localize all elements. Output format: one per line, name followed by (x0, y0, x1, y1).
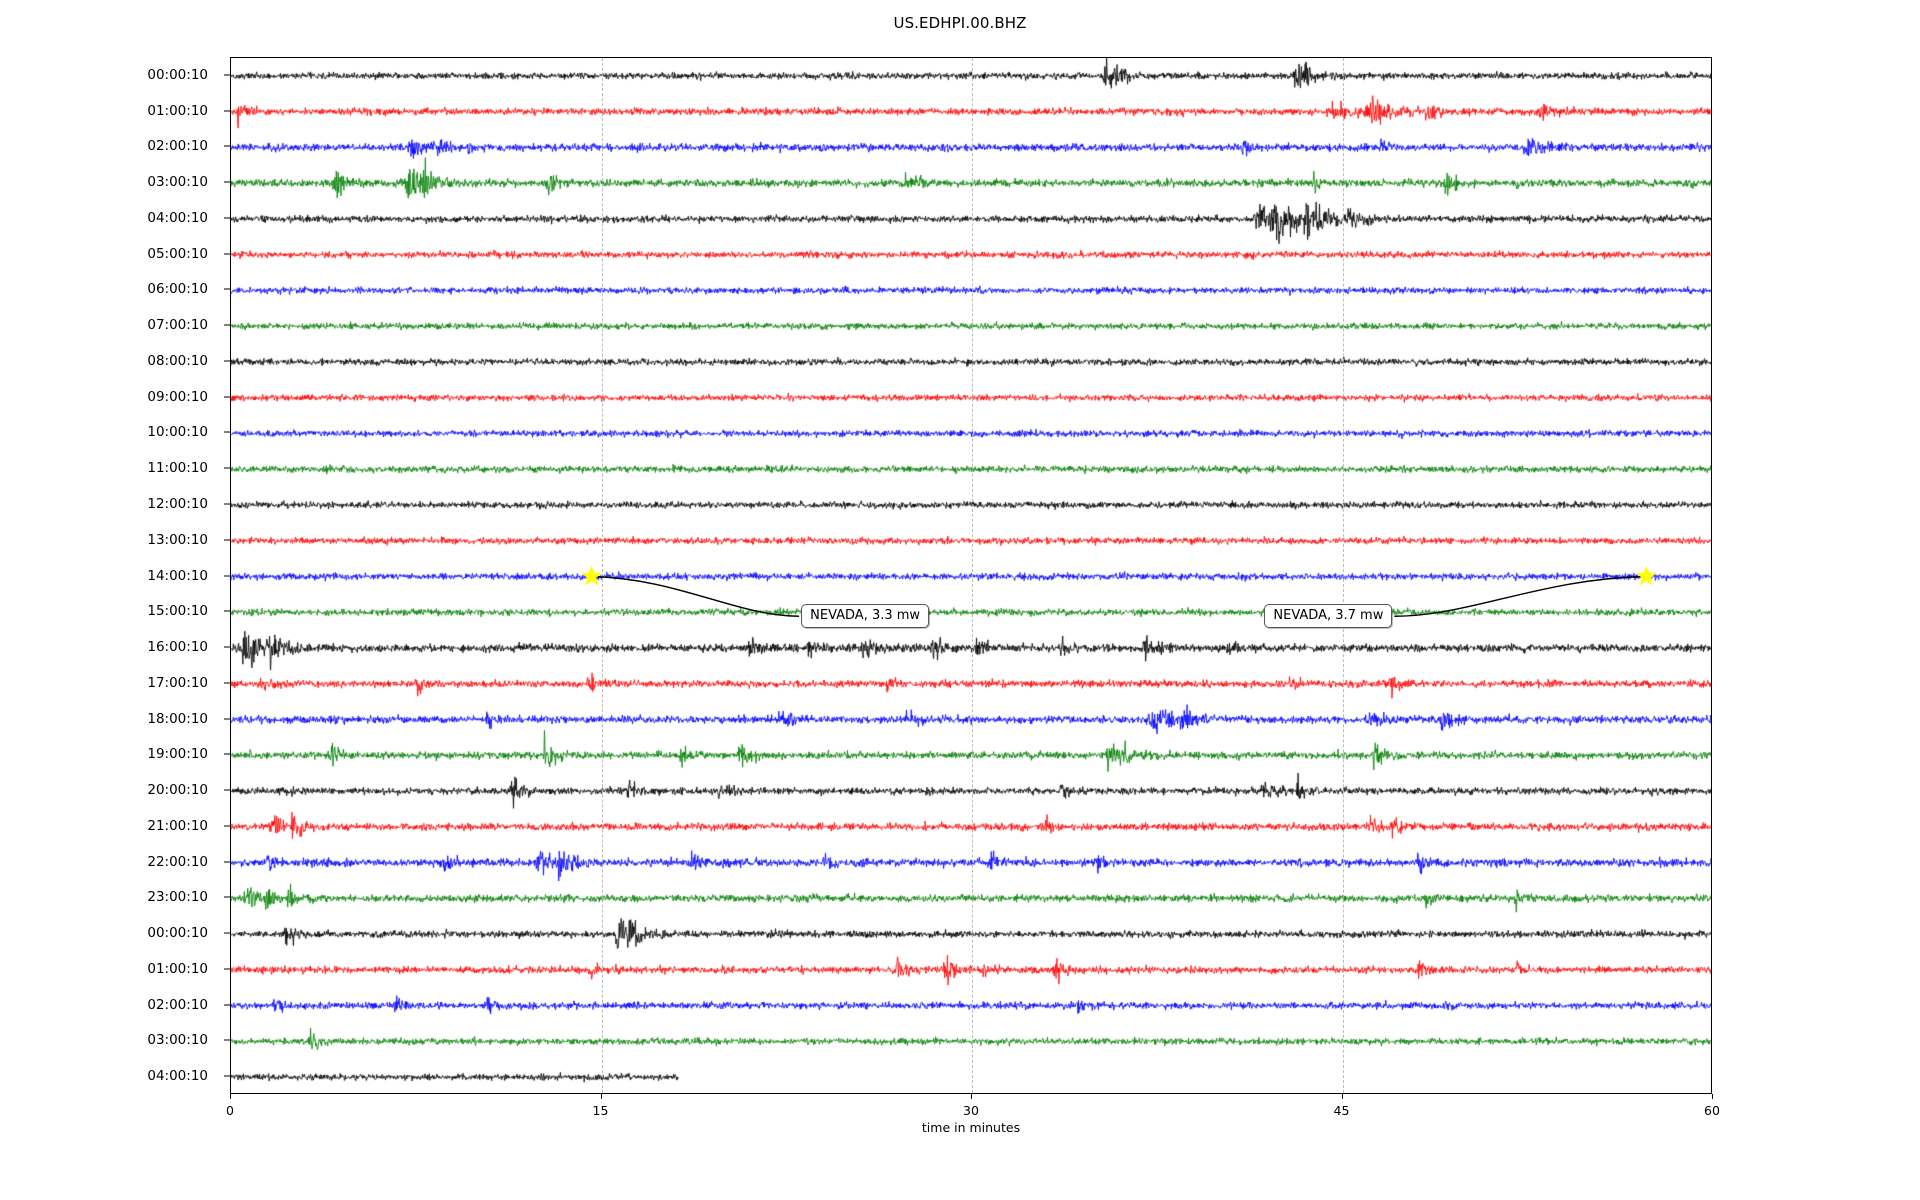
y-tick-label-5: 05:00:10 (147, 245, 208, 262)
y-axis-tick-labels: 00:00:10 01:00:10 02:00:10 03:00:10 04:00:10… (0, 57, 222, 1094)
y-tick-mark-20 (224, 789, 230, 791)
y-tick-label-1: 01:00:10 (147, 102, 208, 119)
y-tick-label-3: 03:00:10 (147, 174, 208, 191)
y-tick-mark-4 (224, 217, 230, 219)
y-tick-label-9: 09:00:10 (147, 388, 208, 405)
y-tick-mark-15 (224, 610, 230, 612)
annotation-label-1: NEVADA, 3.7 mw (1264, 604, 1393, 629)
y-tick-mark-25 (224, 968, 230, 970)
y-tick-label-10: 10:00:10 (147, 424, 208, 441)
x-tick-mark-30 (971, 1094, 972, 1099)
y-tick-mark-18 (224, 718, 230, 720)
y-tick-mark-8 (224, 360, 230, 362)
x-axis-title: time in minutes (921, 1120, 1021, 1135)
y-tick-label-6: 06:00:10 (147, 281, 208, 298)
y-tick-mark-5 (224, 253, 230, 255)
y-tick-mark-6 (224, 288, 230, 290)
x-tick-label-15: 15 (592, 1103, 609, 1118)
plot-clip (231, 58, 1711, 1093)
x-tick-mark-15 (600, 1094, 602, 1099)
y-tick-label-26: 02:00:10 (147, 996, 208, 1013)
y-tick-label-2: 02:00:10 (147, 138, 208, 155)
y-tick-label-12: 12:00:10 (147, 495, 208, 512)
y-tick-label-7: 07:00:10 (147, 317, 208, 334)
y-tick-label-28: 04:00:10 (147, 1068, 208, 1085)
y-tick-label-16: 16:00:10 (147, 639, 208, 656)
y-tick-mark-0 (224, 74, 230, 76)
y-tick-mark-9 (224, 396, 230, 398)
y-tick-label-19: 19:00:10 (147, 746, 208, 763)
y-tick-label-15: 15:00:10 (147, 603, 208, 620)
y-tick-label-14: 14:00:10 (147, 567, 208, 584)
x-tick-label-60: 60 (1704, 1103, 1720, 1118)
x-tick-mark-45 (1341, 1094, 1343, 1099)
annotation-label-0: NEVADA, 3.3 mw (801, 604, 930, 629)
y-tick-label-24: 00:00:10 (147, 925, 208, 942)
seismogram-traces (231, 58, 1711, 1093)
y-tick-mark-3 (224, 181, 230, 183)
y-tick-mark-17 (224, 682, 230, 684)
y-tick-mark-28 (224, 1075, 230, 1077)
y-tick-mark-23 (224, 896, 230, 898)
y-tick-mark-13 (224, 539, 230, 541)
y-tick-label-0: 00:00:10 (147, 66, 208, 83)
x-tick-mark-0 (230, 1094, 231, 1099)
y-tick-mark-26 (224, 1004, 230, 1006)
x-tick-label-45: 45 (1333, 1103, 1350, 1118)
y-tick-label-23: 23:00:10 (147, 889, 208, 906)
y-tick-label-20: 20:00:10 (147, 782, 208, 799)
y-tick-mark-2 (224, 145, 230, 147)
y-tick-mark-21 (224, 825, 230, 827)
y-tick-label-17: 17:00:10 (147, 674, 208, 691)
x-tick-label-0: 0 (226, 1103, 234, 1118)
y-tick-label-11: 11:00:10 (147, 460, 208, 477)
y-tick-mark-10 (224, 431, 230, 433)
y-tick-label-27: 03:00:10 (147, 1032, 208, 1049)
x-axis-tick-labels: 0 15 30 45 60 (226, 1094, 1720, 1134)
y-tick-label-22: 22:00:10 (147, 853, 208, 870)
plot-area: NEVADA, 3.3 mw NEVADA, 3.7 mw (230, 57, 1712, 1094)
y-tick-label-25: 01:00:10 (147, 960, 208, 977)
gridline-45 (1342, 58, 1344, 1093)
y-tick-mark-27 (224, 1039, 230, 1041)
x-tick-label-30: 30 (963, 1103, 979, 1118)
y-tick-label-13: 13:00:10 (147, 531, 208, 548)
y-tick-mark-11 (224, 467, 230, 469)
page-title: US.EDHPI.00.BHZ (893, 14, 1027, 32)
y-tick-mark-12 (224, 503, 230, 505)
y-tick-mark-1 (224, 110, 230, 112)
y-tick-mark-22 (224, 861, 230, 863)
y-tick-mark-16 (224, 646, 230, 648)
y-tick-mark-24 (224, 932, 230, 934)
y-tick-mark-19 (224, 753, 230, 755)
y-tick-mark-14 (224, 575, 230, 576)
gridline-30 (972, 58, 973, 1093)
y-tick-label-18: 18:00:10 (147, 710, 208, 727)
gridline-15 (601, 58, 603, 1093)
x-tick-mark-60 (1712, 1094, 1713, 1099)
y-tick-label-21: 21:00:10 (147, 817, 208, 834)
y-tick-mark-7 (224, 324, 230, 326)
y-tick-label-4: 04:00:10 (147, 209, 208, 226)
y-tick-label-8: 08:00:10 (147, 352, 208, 369)
